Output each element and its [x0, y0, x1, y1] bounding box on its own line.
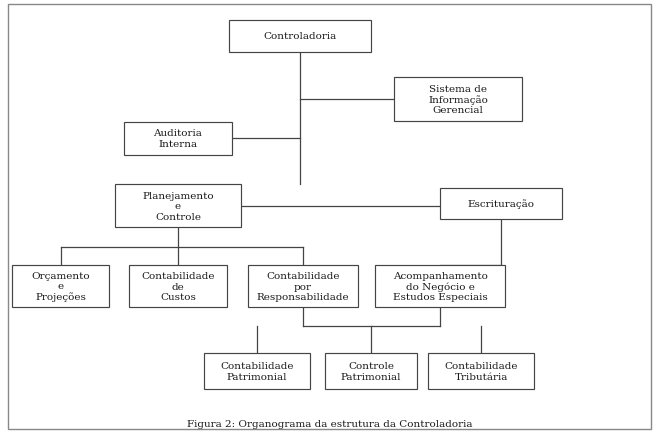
Text: Sistema de
Informação
Gerencial: Sistema de Informação Gerencial	[428, 85, 488, 115]
Text: Planejamento
e
Controle: Planejamento e Controle	[142, 191, 214, 221]
Text: Orçamento
e
Projeções: Orçamento e Projeções	[32, 271, 90, 302]
Text: Contabilidade
Patrimonial: Contabilidade Patrimonial	[220, 362, 294, 381]
Text: Auditoria
Interna: Auditoria Interna	[154, 129, 202, 148]
Text: Contabilidade
por
Responsabilidade: Contabilidade por Responsabilidade	[257, 272, 349, 301]
Text: Controladoria: Controladoria	[263, 33, 337, 41]
Text: Controle
Patrimonial: Controle Patrimonial	[341, 362, 401, 381]
FancyBboxPatch shape	[325, 353, 417, 389]
FancyBboxPatch shape	[124, 122, 233, 155]
FancyBboxPatch shape	[428, 353, 534, 389]
Text: Escrituração: Escrituração	[467, 199, 534, 209]
FancyBboxPatch shape	[393, 78, 522, 122]
FancyBboxPatch shape	[248, 266, 358, 307]
Text: Contabilidade
de
Custos: Contabilidade de Custos	[141, 272, 215, 301]
FancyBboxPatch shape	[204, 353, 310, 389]
Text: Figura 2: Organograma da estrutura da Controladoria: Figura 2: Organograma da estrutura da Co…	[186, 419, 473, 427]
FancyBboxPatch shape	[375, 266, 505, 307]
FancyBboxPatch shape	[115, 184, 241, 228]
FancyBboxPatch shape	[229, 21, 370, 53]
FancyBboxPatch shape	[12, 266, 109, 307]
FancyBboxPatch shape	[440, 188, 561, 220]
FancyBboxPatch shape	[129, 266, 227, 307]
Text: Contabilidade
Tributária: Contabilidade Tributária	[444, 362, 518, 381]
Text: Acompanhamento
do Negócio e
Estudos Especiais: Acompanhamento do Negócio e Estudos Espe…	[393, 271, 488, 302]
